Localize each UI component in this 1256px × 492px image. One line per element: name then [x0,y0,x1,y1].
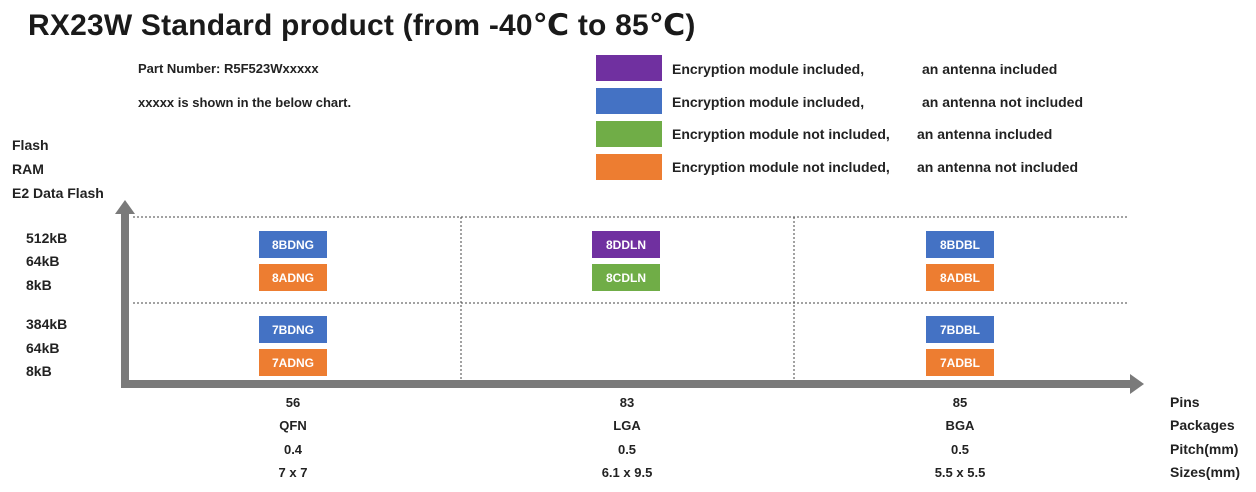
col3-size: 5.5 x 5.5 [934,465,986,480]
legend-label-a: Encryption module included, [672,61,865,77]
part-number-note: Part Number: R5F523Wxxxxx [138,61,319,76]
col3-pitch: 0.5 [950,442,970,457]
y-label-ram: RAM [12,161,44,177]
cell-chip: 8BDBL [926,231,994,258]
band2-flash: 384kB [26,316,68,332]
col1-pitch: 0.4 [283,442,303,457]
x-axis-arrowhead [1130,374,1144,394]
cell-chip: 8ADBL [926,264,994,291]
col3-package: BGA [945,418,975,433]
band1-ram: 64kB [26,253,60,269]
legend-label-b: an antenna included [922,61,1058,77]
legend-label-b: an antenna not included [917,159,1079,175]
cell-chip: 8BDNG [259,231,327,258]
explain-note: xxxxx is shown in the below chart. [138,95,352,110]
legend-swatch-blue [596,88,662,114]
cell-chip: 7BDBL [926,316,994,343]
row-label-sizes: Sizes(mm) [1170,464,1241,480]
legend-swatch-green [596,121,662,147]
col3-pins: 85 [952,395,968,410]
legend-label-b: an antenna included [917,126,1053,142]
cell-chip: 8ADNG [259,264,327,291]
col2-package: LGA [613,418,641,433]
col1-size: 7 x 7 [278,465,308,480]
band2-ram: 64kB [26,340,60,356]
cell-chip: 7ADBL [926,349,994,376]
cell-chip: 8CDLN [592,264,660,291]
legend-label-a: Encryption module included, [672,94,865,110]
page-title: RX23W Standard product (from -40℃ to 85℃… [28,9,696,42]
row-label-pitch: Pitch(mm) [1170,441,1239,457]
cell-chip: 7BDNG [259,316,327,343]
x-axis-bar [121,380,1131,388]
band1-flash: 512kB [26,230,68,246]
legend-swatch-purple [596,55,662,81]
y-axis-arrowhead [115,200,135,214]
y-label-flash: Flash [12,137,49,153]
row-label-pins: Pins [1170,394,1200,410]
col1-package: QFN [279,418,307,433]
col2-pitch: 0.5 [617,442,637,457]
legend-label-b: an antenna not included [922,94,1084,110]
row-label-packages: Packages [1170,417,1235,433]
band2-e2: 8kB [26,363,52,379]
cell-chip: 8DDLN [592,231,660,258]
col2-pins: 83 [619,395,635,410]
col1-pins: 56 [285,395,301,410]
col2-size: 6.1 x 9.5 [601,465,653,480]
legend-label-a: Encryption module not included, [672,159,890,175]
legend-label-a: Encryption module not included, [672,126,890,142]
legend-swatch-orange [596,154,662,180]
cell-chip: 7ADNG [259,349,327,376]
y-label-e2: E2 Data Flash [12,185,104,201]
band1-e2: 8kB [26,277,52,293]
y-axis-bar [121,214,129,388]
